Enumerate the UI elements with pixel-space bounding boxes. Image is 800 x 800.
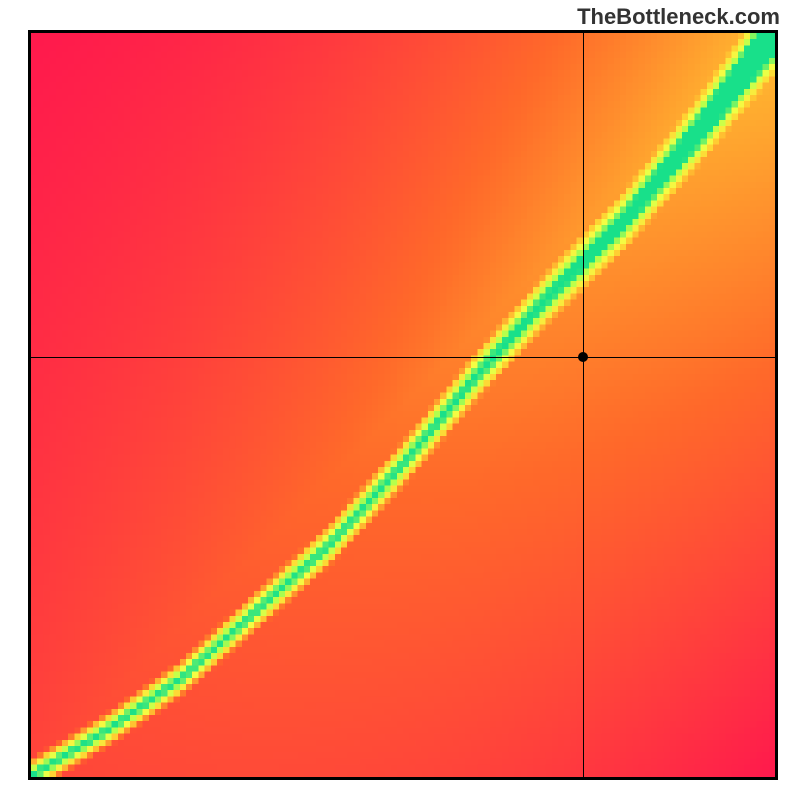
chart-container: TheBottleneck.com [0, 0, 800, 800]
data-point-marker [578, 352, 588, 362]
heatmap-canvas [31, 33, 775, 777]
crosshair-horizontal [31, 357, 775, 358]
plot-frame [28, 30, 778, 780]
watermark-text: TheBottleneck.com [577, 4, 780, 30]
crosshair-vertical [583, 33, 584, 777]
